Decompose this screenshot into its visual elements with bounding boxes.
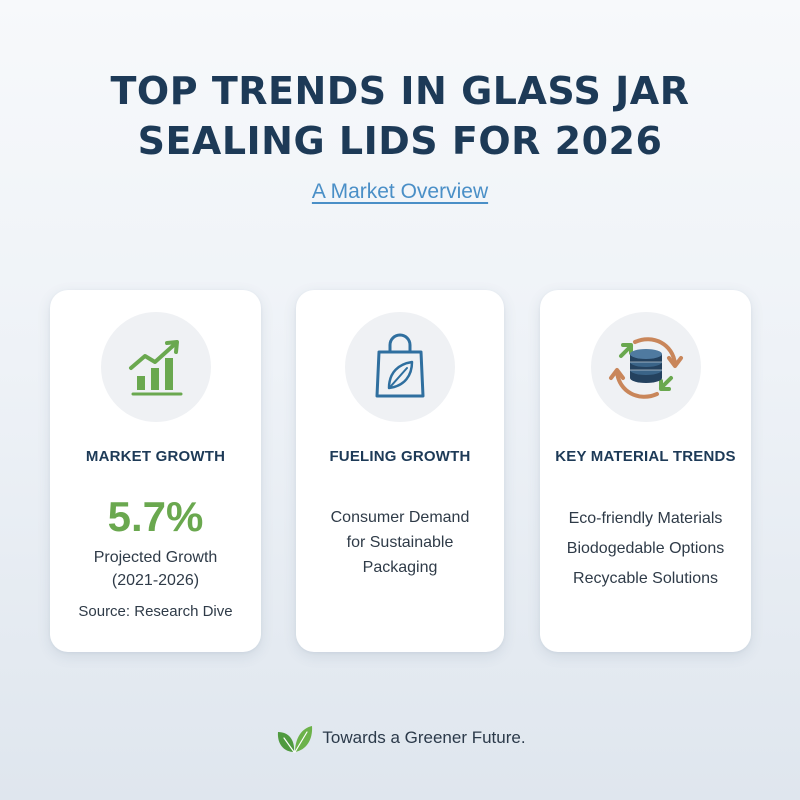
card-text-line: Recycable Solutions (573, 570, 718, 587)
key-material-trends-card: KEY MATERIAL TRENDS Eco-friendly Materia… (540, 290, 751, 652)
leaves-icon (274, 722, 314, 754)
growth-percentage: 5.7% (107, 493, 204, 540)
growth-chart-icon (100, 312, 211, 422)
card-text-line: Projected Growth (93, 549, 218, 566)
page-title-line-2: SEALING LIDS FOR 2026 (137, 119, 663, 163)
fueling-growth-card: FUELING GROWTH Consumer Demand for Susta… (296, 290, 504, 652)
footer: Towards a Greener Future. (0, 722, 800, 754)
card-text-line: Biodogedable Options (566, 540, 725, 557)
page-title: TOP TRENDS IN GLASS JAR SEALING LIDS FOR… (0, 66, 800, 166)
card-text-line: (2021-2026) (111, 572, 200, 589)
card-text-line: for Sustainable (346, 534, 454, 551)
card-heading: MARKET GROWTH (85, 448, 226, 465)
card-heading: KEY MATERIAL TRENDS (555, 448, 736, 465)
market-growth-card: MARKET GROWTH 5.7% Projected Growth (202… (50, 290, 261, 652)
source-note: Source: Research Dive (78, 603, 233, 620)
card-heading: FUELING GROWTH (329, 448, 471, 465)
subtitle-link[interactable]: A Market Overview (311, 180, 489, 203)
recycle-lids-icon (590, 312, 701, 422)
shopping-bag-leaf-icon (345, 312, 455, 422)
card-text-line: Packaging (362, 559, 438, 576)
page-title-line-1: TOP TRENDS IN GLASS JAR (110, 69, 690, 113)
card-text-line: Eco-friendly Materials (568, 510, 723, 527)
footer-tagline: Towards a Greener Future. (322, 728, 526, 747)
card-text-line: Consumer Demand (330, 509, 470, 526)
